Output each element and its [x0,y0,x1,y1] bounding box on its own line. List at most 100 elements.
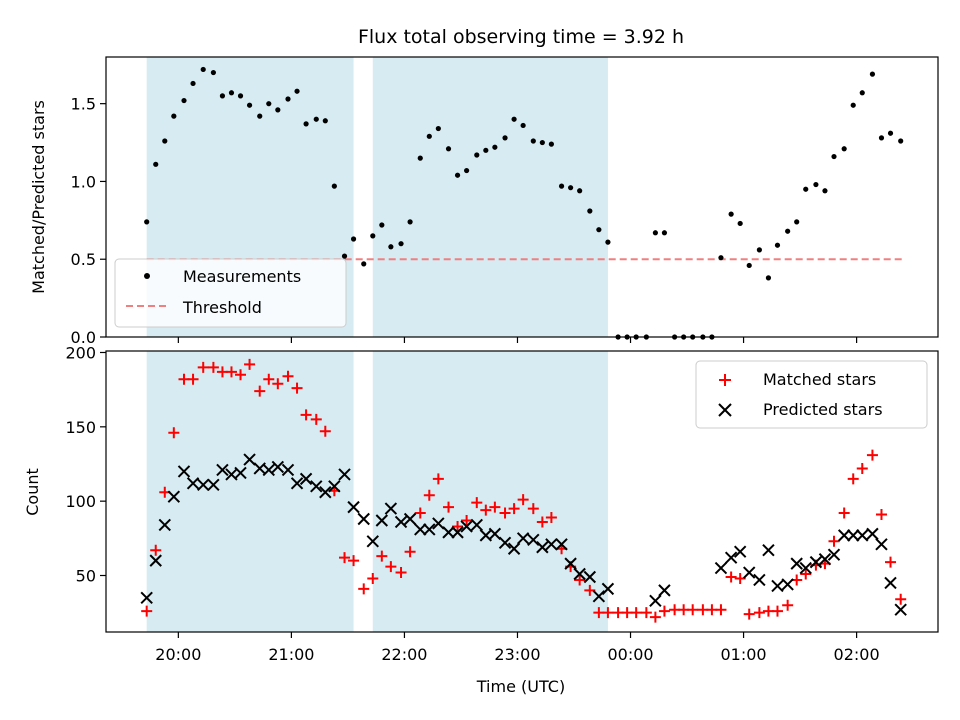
measurement-point [350,236,357,242]
predicted-star-point [658,584,671,597]
bottom-y-tick-label: 50 [76,567,96,586]
x-tick-label: 23:00 [494,645,540,664]
matched-star-point [499,507,511,519]
predicted-star-point [488,527,502,541]
matched-star-point [856,462,868,474]
measurement-point [303,121,309,127]
matched-star-point [471,497,483,509]
predicted-star-point [714,561,728,575]
measurement-point [388,244,394,250]
predicted-star-point [403,512,417,526]
predicted-star-point [216,463,229,477]
measurement-point [652,230,658,236]
matched-star-point [875,509,887,521]
measurement-point [483,147,489,153]
predicted-star-point [516,532,530,545]
matched-star-point [443,501,455,513]
measurement-point [228,90,235,96]
matched-star-point [866,449,878,461]
predicted-star-point [847,529,860,542]
legend-label-threshold: Threshold [182,298,262,317]
predicted-star-point [442,526,455,539]
top-axes-frame [105,56,939,338]
predicted-star-point [592,590,606,603]
shaded-interval-2 [372,57,608,337]
matched-star-point [423,489,435,501]
predicted-star-point [423,523,436,536]
x-tick-label: 22:00 [381,645,427,664]
measurement-point [746,262,752,269]
x-axis-label: Time (UTC) [476,677,565,696]
measurement-point [511,116,517,122]
predicted-star-point [158,518,171,532]
legend-label-measurements: Measurements [183,267,301,286]
measurement-point [785,228,791,234]
measurement-point [144,219,150,225]
matched-star-point [508,503,520,515]
legend-marker-measurements [144,273,150,279]
predicted-star-point [207,478,220,492]
measurement-point [774,242,781,248]
matched-star-point [376,550,388,562]
matched-star-point [584,584,596,596]
bottom-shaded-intervals [146,351,608,632]
matched-star-point [800,568,812,580]
matched-star-point [225,366,237,378]
matched-star-point [197,361,209,373]
predicted-star-point [498,536,512,550]
shaded-interval-2 [372,351,608,632]
predicted-star-point [564,557,577,570]
predicted-star-point [319,486,332,499]
predicted-star-point [271,460,285,474]
predicted-star-point [140,591,153,605]
measurement-points [144,66,904,340]
x-tick-label: 00:00 [607,645,653,664]
measurement-point [464,167,470,174]
predicted-star-point [856,529,869,542]
predicted-star-point [866,527,879,541]
bottom-y-tick-label: 100 [65,492,96,511]
matched-star-point [272,378,284,390]
predicted-star-point [809,555,823,569]
predicted-star-point [555,538,568,551]
measurement-point [219,93,226,99]
predicted-star-point [545,538,558,551]
matched-star-point [536,516,548,528]
matched-star-point [574,574,586,586]
matched-star-point [489,501,501,513]
predicted-star-point [281,463,295,477]
bottom-y-tick-label: 200 [65,343,96,362]
x-tick-label: 02:00 [834,645,880,664]
matched-star-point [141,605,153,617]
predicted-star-point [149,554,162,567]
matched-star-point [734,572,746,584]
bottom-x-ticks: 20:00 21:00 22:00 23:00 00:00 01:00 02:00 [155,632,880,664]
measurement-point [266,101,272,107]
measurement-point [887,130,894,136]
measurement-point [379,222,385,228]
matched-star-point [367,572,379,584]
measurement-point [568,185,574,191]
x-tick-label: 20:00 [155,645,201,664]
measurement-point [558,183,565,189]
matched-star-point [725,571,737,583]
matched-star-point [828,535,840,547]
predicted-star-point [507,542,521,555]
matched-star-points [141,358,907,623]
predicted-star-point [375,514,389,527]
predicted-star-point [338,468,351,481]
matched-star-point [291,382,303,394]
matched-star-point [771,605,783,617]
measurement-point [407,219,413,225]
measurement-point [331,183,337,189]
matched-star-point [649,611,661,623]
measurement-point [445,146,452,152]
matched-star-point [743,608,755,620]
measurement-point [596,227,602,233]
matched-star-point [150,544,162,556]
bottom-legend-box [695,360,928,429]
measurement-point [285,96,291,102]
top-y-tick-label: 1.5 [71,95,96,114]
predicted-star-point [357,512,370,526]
